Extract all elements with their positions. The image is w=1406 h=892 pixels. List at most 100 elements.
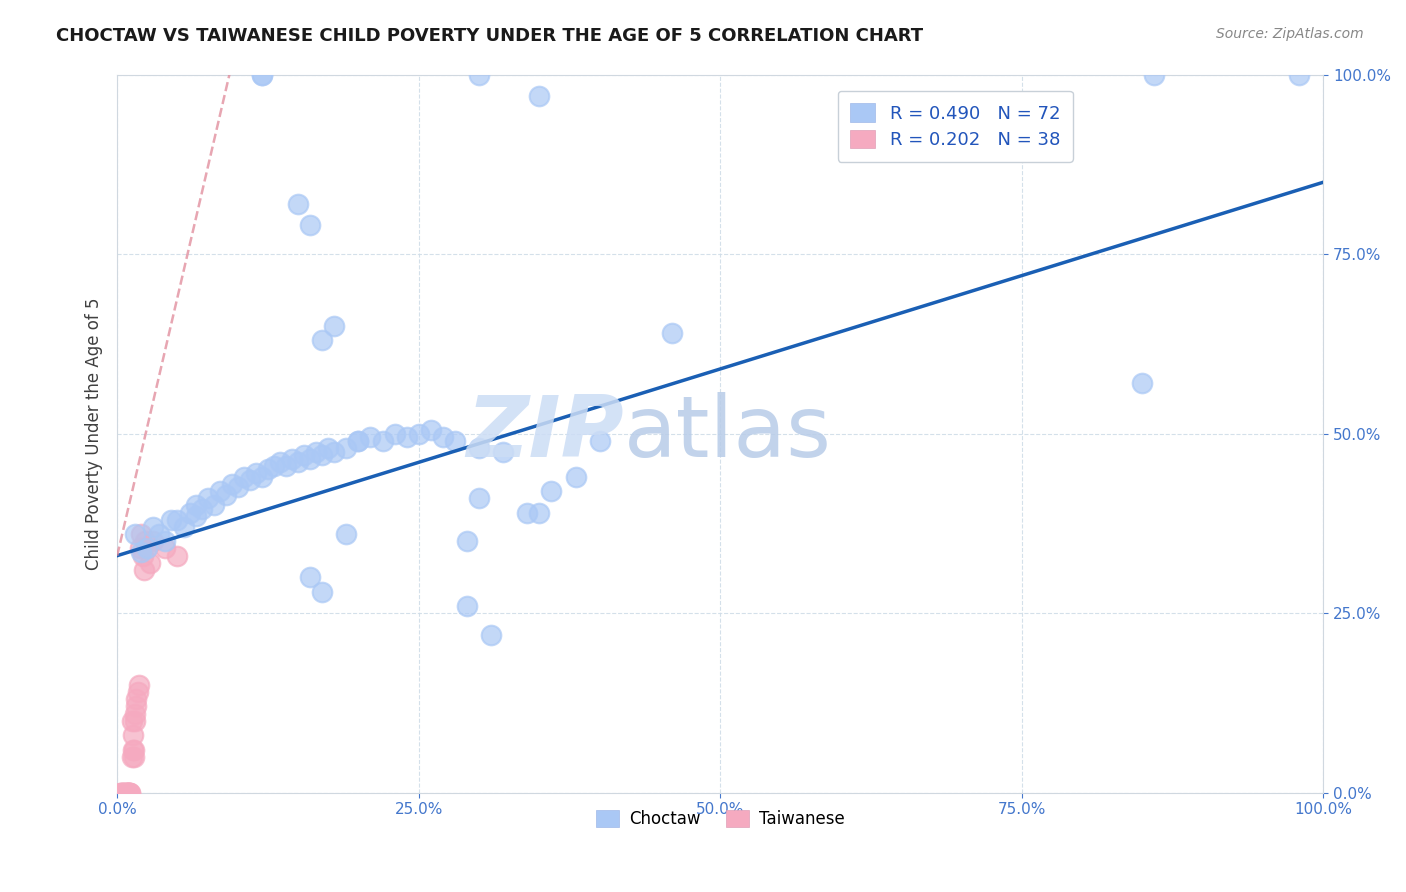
- Point: [516, 506, 538, 520]
- Point: [173, 520, 195, 534]
- Point: [124, 714, 146, 728]
- Point: [208, 483, 231, 498]
- Point: [112, 786, 135, 800]
- Legend: Choctaw, Taiwanese: Choctaw, Taiwanese: [589, 803, 852, 835]
- Point: [166, 513, 188, 527]
- Point: [117, 786, 139, 800]
- Point: [359, 430, 381, 444]
- Point: [299, 219, 322, 233]
- Point: [125, 692, 148, 706]
- Point: [269, 455, 291, 469]
- Point: [456, 599, 478, 613]
- Point: [155, 541, 177, 556]
- Point: [122, 728, 145, 742]
- Point: [245, 466, 267, 480]
- Point: [287, 455, 309, 469]
- Point: [215, 488, 238, 502]
- Point: [371, 434, 394, 448]
- Point: [120, 786, 142, 800]
- Point: [588, 434, 610, 448]
- Point: [122, 742, 145, 756]
- Point: [468, 68, 491, 82]
- Point: [118, 786, 141, 800]
- Point: [432, 430, 454, 444]
- Point: [115, 786, 138, 800]
- Point: [115, 786, 138, 800]
- Point: [122, 749, 145, 764]
- Point: [250, 469, 273, 483]
- Point: [468, 441, 491, 455]
- Point: [456, 534, 478, 549]
- Point: [316, 441, 339, 455]
- Point: [134, 534, 156, 549]
- Point: [139, 556, 162, 570]
- Text: ZIP: ZIP: [467, 392, 624, 475]
- Point: [311, 333, 333, 347]
- Point: [148, 527, 170, 541]
- Point: [184, 509, 207, 524]
- Point: [250, 68, 273, 82]
- Point: [155, 534, 177, 549]
- Point: [142, 520, 165, 534]
- Point: [540, 483, 562, 498]
- Point: [529, 89, 551, 103]
- Text: CHOCTAW VS TAIWANESE CHILD POVERTY UNDER THE AGE OF 5 CORRELATION CHART: CHOCTAW VS TAIWANESE CHILD POVERTY UNDER…: [56, 27, 924, 45]
- Point: [128, 678, 150, 692]
- Y-axis label: Child Poverty Under the Age of 5: Child Poverty Under the Age of 5: [86, 297, 103, 570]
- Point: [111, 786, 134, 800]
- Point: [257, 462, 280, 476]
- Point: [444, 434, 467, 448]
- Point: [129, 541, 152, 556]
- Point: [197, 491, 219, 506]
- Point: [419, 423, 441, 437]
- Point: [1288, 68, 1310, 82]
- Point: [274, 458, 297, 473]
- Point: [299, 570, 322, 584]
- Point: [121, 714, 143, 728]
- Point: [131, 545, 153, 559]
- Point: [287, 196, 309, 211]
- Point: [136, 541, 159, 556]
- Point: [131, 527, 153, 541]
- Point: [179, 506, 201, 520]
- Point: [122, 742, 145, 756]
- Point: [166, 549, 188, 563]
- Point: [408, 426, 430, 441]
- Point: [1130, 376, 1153, 391]
- Text: atlas: atlas: [624, 392, 832, 475]
- Point: [529, 506, 551, 520]
- Text: Source: ZipAtlas.com: Source: ZipAtlas.com: [1216, 27, 1364, 41]
- Point: [118, 786, 141, 800]
- Point: [112, 786, 135, 800]
- Point: [384, 426, 406, 441]
- Point: [492, 444, 515, 458]
- Point: [564, 469, 586, 483]
- Point: [112, 786, 135, 800]
- Point: [108, 786, 131, 800]
- Point: [239, 473, 262, 487]
- Point: [114, 786, 136, 800]
- Point: [184, 499, 207, 513]
- Point: [132, 563, 155, 577]
- Point: [661, 326, 683, 340]
- Point: [263, 458, 285, 473]
- Point: [335, 441, 357, 455]
- Point: [323, 444, 346, 458]
- Point: [1143, 68, 1166, 82]
- Point: [124, 527, 146, 541]
- Point: [335, 527, 357, 541]
- Point: [347, 434, 370, 448]
- Point: [160, 513, 183, 527]
- Point: [190, 502, 212, 516]
- Point: [479, 628, 502, 642]
- Point: [323, 318, 346, 333]
- Point: [299, 451, 322, 466]
- Point: [292, 448, 315, 462]
- Point: [347, 434, 370, 448]
- Point: [118, 786, 141, 800]
- Point: [110, 786, 132, 800]
- Point: [395, 430, 418, 444]
- Point: [125, 699, 148, 714]
- Point: [142, 534, 165, 549]
- Point: [114, 786, 136, 800]
